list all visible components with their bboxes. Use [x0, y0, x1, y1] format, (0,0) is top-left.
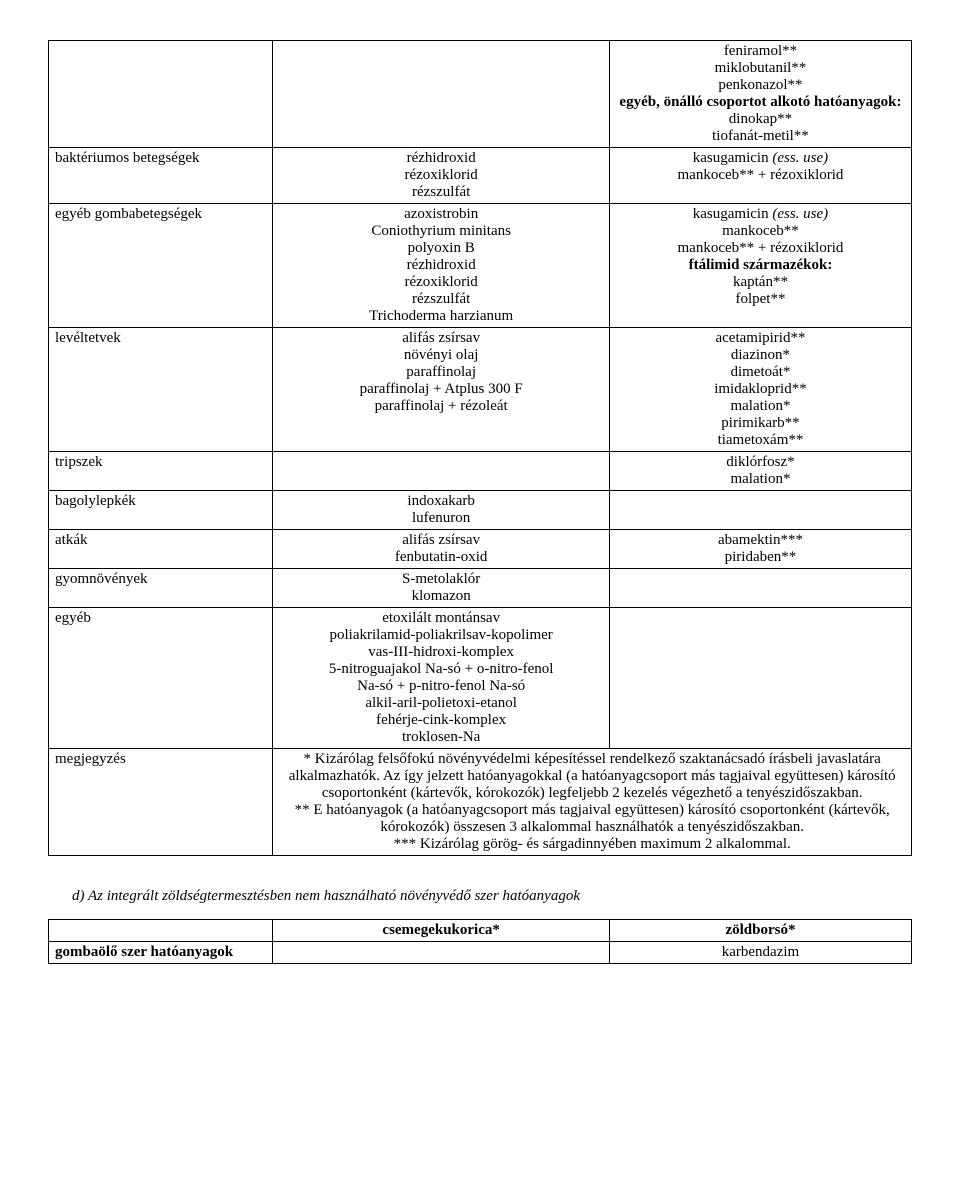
row-col2: rézhidroxidrézoxikloridrézszulfát [273, 148, 610, 204]
table-row: gyomnövényekS-metolaklórklomazon [49, 569, 912, 608]
main-table: feniramol**miklobutanil**penkonazol**egy… [48, 40, 912, 856]
row-label: gombaölő szer hatóanyagok [49, 942, 273, 964]
row-label: atkák [49, 530, 273, 569]
row-label [49, 920, 273, 942]
table-row: feniramol**miklobutanil**penkonazol**egy… [49, 41, 912, 148]
table-row: baktériumos betegségekrézhidroxidrézoxik… [49, 148, 912, 204]
row-col2: S-metolaklórklomazon [273, 569, 610, 608]
table-row: megjegyzés* Kizárólag felsőfokú növényvé… [49, 749, 912, 856]
row-note: * Kizárólag felsőfokú növényvédelmi képe… [273, 749, 912, 856]
row-col3: kasugamicin (ess. use)mankoceb**mankoceb… [609, 204, 911, 328]
row-label: levéltetvek [49, 328, 273, 452]
second-table: csemegekukorica*zöldborsó*gombaölő szer … [48, 919, 912, 964]
row-col2: indoxakarblufenuron [273, 491, 610, 530]
table-row: egyéb gombabetegségekazoxistrobinConioth… [49, 204, 912, 328]
row-col2: csemegekukorica* [273, 920, 610, 942]
table-row: atkákalifás zsírsavfenbutatin-oxidabamek… [49, 530, 912, 569]
row-col3: abamektin***piridaben** [609, 530, 911, 569]
row-col2: etoxilált montánsavpoliakrilamid-poliakr… [273, 608, 610, 749]
row-col3: acetamipirid**diazinon*dimetoát*imidaklo… [609, 328, 911, 452]
row-label [49, 41, 273, 148]
row-col2: azoxistrobinConiothyrium minitanspolyoxi… [273, 204, 610, 328]
row-col3: karbendazim [609, 942, 911, 964]
row-col2 [273, 942, 610, 964]
row-col3 [609, 491, 911, 530]
row-col2 [273, 452, 610, 491]
table-row: egyébetoxilált montánsavpoliakrilamid-po… [49, 608, 912, 749]
row-col3: kasugamicin (ess. use)mankoceb** + rézox… [609, 148, 911, 204]
row-col2: alifás zsírsavnövényi olajparaffinolajpa… [273, 328, 610, 452]
row-label: megjegyzés [49, 749, 273, 856]
row-label: bagolylepkék [49, 491, 273, 530]
row-col3: zöldborsó* [609, 920, 911, 942]
row-label: egyéb gombabetegségek [49, 204, 273, 328]
row-col2: alifás zsírsavfenbutatin-oxid [273, 530, 610, 569]
row-col3: diklórfosz*malation* [609, 452, 911, 491]
table-row: bagolylepkékindoxakarblufenuron [49, 491, 912, 530]
row-label: tripszek [49, 452, 273, 491]
table-row: csemegekukorica*zöldborsó* [49, 920, 912, 942]
row-label: baktériumos betegségek [49, 148, 273, 204]
table-row: gombaölő szer hatóanyagok karbendazim [49, 942, 912, 964]
row-label: gyomnövények [49, 569, 273, 608]
row-col3 [609, 569, 911, 608]
table-row: levéltetvekalifás zsírsavnövényi olajpar… [49, 328, 912, 452]
section-d-heading: d) Az integrált zöldségtermesztésben nem… [72, 888, 912, 905]
row-col3: feniramol**miklobutanil**penkonazol**egy… [609, 41, 911, 148]
table-row: tripszek diklórfosz*malation* [49, 452, 912, 491]
row-col3 [609, 608, 911, 749]
row-col2 [273, 41, 610, 148]
row-label: egyéb [49, 608, 273, 749]
